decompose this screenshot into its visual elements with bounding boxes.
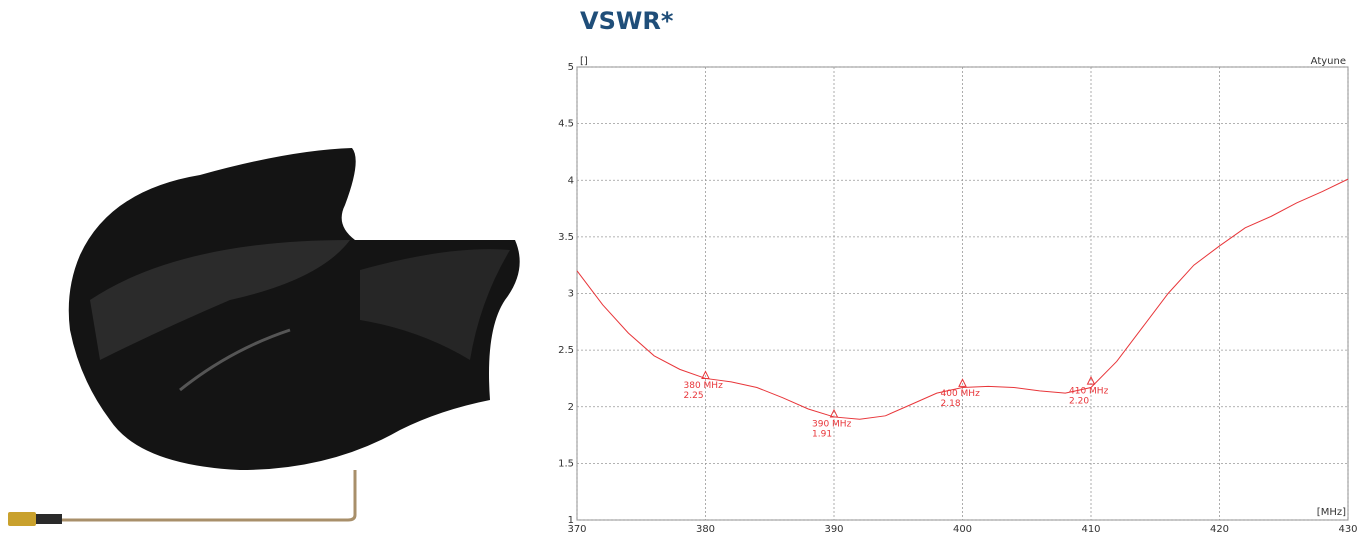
marker	[829, 408, 839, 418]
y-tick-label: 2.5	[558, 345, 574, 356]
y-tick-label: 5	[568, 62, 574, 73]
marker-label: 390 MHz	[812, 419, 852, 429]
y-tick-label: 4	[568, 175, 574, 186]
chart-title: VSWR*	[580, 7, 674, 35]
marker-label: 380 MHz	[684, 381, 724, 391]
y-axis-label: []	[580, 56, 588, 67]
marker-label: 410 MHz	[1069, 387, 1109, 397]
legend-label: Atyune	[1311, 56, 1346, 67]
y-tick-label: 1	[568, 515, 574, 526]
y-tick-label: 4.5	[558, 119, 574, 130]
marker-value: 1.91	[812, 429, 832, 439]
marker-label: 400 MHz	[941, 389, 981, 399]
marker	[701, 370, 710, 379]
x-tick-label: 400	[953, 524, 972, 534]
antenna-image	[8, 148, 520, 526]
x-tick-label: 430	[1338, 524, 1357, 534]
y-tick-label: 1.5	[558, 458, 574, 469]
marker-value: 2.18	[941, 399, 961, 409]
marker	[1086, 375, 1096, 385]
x-tick-label: 390	[824, 524, 843, 534]
y-tick-label: 3	[568, 289, 574, 300]
y-tick-label: 2	[568, 402, 574, 413]
x-tick-label: 410	[1081, 524, 1100, 534]
x-tick-label: 380	[696, 524, 715, 534]
y-tick-label: 3.5	[558, 232, 574, 243]
marker-value: 2.25	[684, 391, 704, 401]
marker-value: 2.20	[1069, 397, 1089, 407]
x-axis-label: [MHz]	[1317, 507, 1346, 518]
x-tick-label: 420	[1210, 524, 1229, 534]
marker	[958, 378, 967, 387]
x-tick-label: 370	[567, 524, 586, 534]
